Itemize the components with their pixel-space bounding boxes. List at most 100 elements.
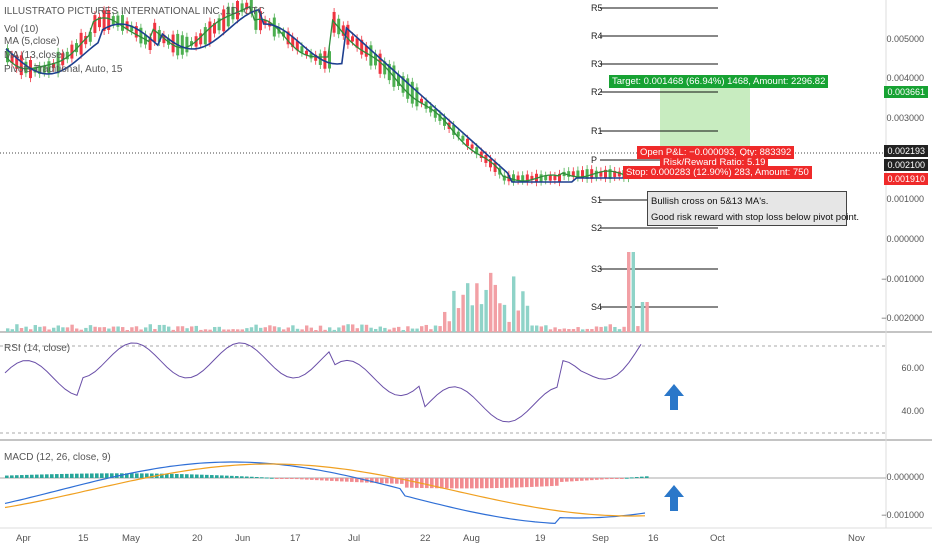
volume-bar xyxy=(521,291,525,332)
volume-bar xyxy=(38,326,42,332)
annotation-note[interactable]: Bullish cross on 5&13 MA's. Good risk re… xyxy=(647,191,859,226)
macd-histogram-bar xyxy=(175,473,179,478)
ma-slow-line xyxy=(5,8,627,183)
volume-bar xyxy=(153,328,157,332)
volume-bar xyxy=(291,325,295,332)
pivot-label-r1: R1 xyxy=(591,126,603,136)
macd-histogram-bar xyxy=(215,475,219,478)
volume-bar xyxy=(102,327,106,332)
risk-reward-label[interactable]: Risk/Reward Ratio: 5.19 xyxy=(660,156,769,169)
macd-histogram-bar xyxy=(480,478,484,489)
macd-histogram-bar xyxy=(415,478,419,488)
time-label: Aug xyxy=(463,533,480,544)
macd-histogram-bar xyxy=(265,477,269,479)
volume-bar xyxy=(79,329,83,332)
price-tick: 0.005000 xyxy=(886,34,924,44)
time-label: Nov xyxy=(848,533,865,544)
macd-histogram-bar xyxy=(535,478,539,487)
volume-bar xyxy=(558,329,562,332)
candle xyxy=(24,61,28,74)
macd-histogram-bar xyxy=(65,473,69,478)
candle xyxy=(70,44,74,59)
candle xyxy=(567,171,571,177)
volume-bar xyxy=(42,326,47,332)
candle xyxy=(272,17,276,37)
volume-bar xyxy=(217,326,221,332)
target-label[interactable]: Target: 0.001468 (66.94%) 1468, Amount: … xyxy=(609,75,829,88)
macd-histogram-bar xyxy=(235,476,239,478)
macd-histogram-bar xyxy=(45,474,49,478)
candle xyxy=(378,53,382,74)
candle xyxy=(420,98,423,104)
macd-histogram-bar xyxy=(335,478,339,482)
time-label: 16 xyxy=(648,533,659,544)
macd-histogram-bar xyxy=(130,473,134,478)
volume-bar xyxy=(208,329,212,332)
open-pnl-label[interactable]: Open P&L: −0.000093, Qty: 883392 xyxy=(637,146,795,159)
volume-bar xyxy=(295,328,300,332)
volume-bar xyxy=(544,325,548,332)
macd-histogram-bar xyxy=(5,475,9,478)
macd-histogram-bar xyxy=(100,473,104,478)
volume-bar xyxy=(231,329,235,332)
pivot-lines xyxy=(600,7,718,308)
macd-histogram-bar xyxy=(205,474,209,478)
volume-bar xyxy=(180,326,185,332)
volume-bar xyxy=(190,326,194,332)
candle xyxy=(236,1,239,20)
candle xyxy=(530,175,534,181)
candle xyxy=(19,55,23,76)
candle xyxy=(438,114,442,121)
candle xyxy=(489,158,492,168)
volume-bar xyxy=(286,327,290,332)
macd-histogram-bar xyxy=(450,478,454,489)
candle xyxy=(594,170,598,178)
rsi-tick: 40.00 xyxy=(901,406,924,416)
macd-histogram-bar xyxy=(80,473,84,478)
volume-bar xyxy=(305,325,309,332)
volume-bar xyxy=(507,321,511,332)
macd-histogram-bar xyxy=(550,478,554,487)
candle xyxy=(516,175,520,181)
candle xyxy=(346,24,350,45)
candle xyxy=(245,2,249,10)
volume-bar xyxy=(157,324,162,332)
macd-histogram-bar xyxy=(515,478,519,488)
volume-bar xyxy=(121,327,125,332)
macd-histogram-bar xyxy=(25,474,29,478)
candle xyxy=(328,51,331,69)
macd-histogram-bar xyxy=(285,478,289,479)
candle xyxy=(585,169,589,179)
macd-histogram-bar xyxy=(20,475,24,478)
macd-histogram-bar xyxy=(355,478,359,483)
candle xyxy=(617,171,621,177)
macd-histogram-bar xyxy=(160,473,164,478)
volume-bar xyxy=(433,325,438,332)
macd-histogram-bar xyxy=(110,473,114,478)
volume-bar xyxy=(410,328,415,332)
macd-histogram-bar xyxy=(585,478,589,481)
volume-bar xyxy=(401,329,405,332)
volume-bar xyxy=(52,327,56,332)
price-tick: 0.004000 xyxy=(886,73,924,83)
ma-fast-line xyxy=(5,5,628,182)
candle xyxy=(502,175,506,181)
pivot-label-s2: S2 xyxy=(591,223,603,233)
volume-bar xyxy=(245,328,249,332)
volume-bar xyxy=(47,329,51,332)
macd-histogram-bar xyxy=(580,478,584,481)
volume-bar xyxy=(613,326,617,332)
candle xyxy=(134,26,138,38)
stop-label[interactable]: Stop: 0.000283 (12.90%) 283, Amount: 750 xyxy=(623,166,812,179)
volume-bar xyxy=(567,329,571,332)
volume-bar xyxy=(98,327,102,332)
time-label: May xyxy=(122,533,140,544)
candle xyxy=(341,25,345,36)
macd-histogram-bar xyxy=(485,478,489,489)
candle xyxy=(153,22,157,42)
volume-bar xyxy=(134,326,139,332)
macd-histogram-bar xyxy=(55,474,59,478)
volume-bar xyxy=(199,329,203,332)
macd-histogram-bar xyxy=(180,474,184,478)
macd-histogram-bar xyxy=(635,477,639,479)
